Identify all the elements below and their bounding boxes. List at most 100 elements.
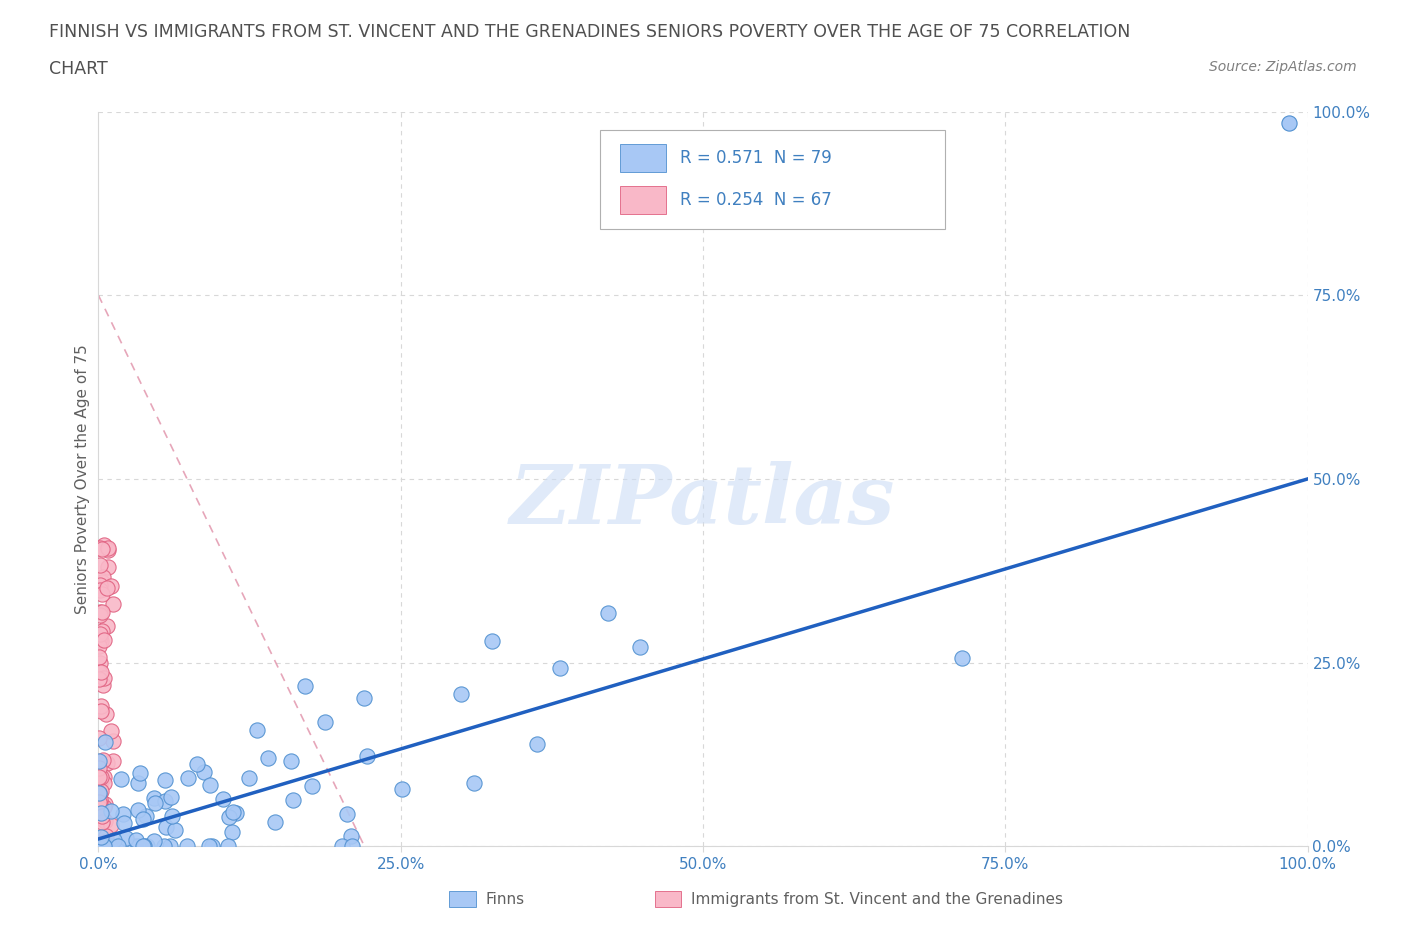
Point (89, 578, 111, 592)
Point (280, 753, 302, 768)
Point (94, 814, 117, 829)
Point (93, 797, 115, 812)
Point (87, 638, 110, 653)
Text: Source: ZipAtlas.com: Source: ZipAtlas.com (1209, 60, 1357, 74)
Point (125, 833, 148, 848)
Point (89, 769, 111, 784)
Point (115, 831, 138, 846)
Point (330, 839, 353, 854)
Point (294, 678, 316, 693)
Point (155, 820, 177, 835)
Point (87, 761, 110, 776)
Point (548, 661, 571, 676)
Y-axis label: Seniors Poverty Over the Age of 75: Seniors Poverty Over the Age of 75 (75, 344, 90, 614)
Point (90, 665, 112, 680)
Text: Finns: Finns (485, 892, 524, 907)
Point (97, 560, 120, 575)
Point (101, 596, 124, 611)
Point (89, 794, 111, 809)
Point (153, 839, 176, 854)
Point (103, 832, 125, 847)
Text: ZIPatlas: ZIPatlas (510, 461, 896, 541)
Point (91, 752, 114, 767)
Point (132, 839, 155, 854)
Point (124, 839, 146, 854)
Point (100, 578, 122, 593)
Point (628, 639, 651, 654)
Point (132, 839, 155, 854)
Point (104, 839, 127, 854)
Point (353, 691, 375, 706)
Point (101, 839, 124, 854)
Point (153, 772, 176, 787)
Point (90, 805, 112, 820)
Point (107, 838, 129, 853)
Point (135, 809, 157, 824)
FancyBboxPatch shape (655, 891, 682, 908)
Point (217, 839, 239, 854)
Point (89, 671, 111, 686)
FancyBboxPatch shape (600, 130, 945, 229)
Point (96, 580, 118, 595)
Point (153, 793, 176, 808)
Point (450, 687, 472, 702)
Point (87, 786, 110, 801)
Point (97, 543, 120, 558)
Point (87, 665, 110, 680)
Point (89, 753, 111, 768)
Point (246, 723, 269, 737)
Text: CHART: CHART (49, 60, 108, 78)
Point (91, 815, 114, 830)
Point (89, 655, 111, 670)
Point (177, 771, 200, 786)
FancyBboxPatch shape (449, 891, 475, 908)
Point (160, 790, 183, 804)
Point (93, 538, 115, 552)
Point (93, 799, 115, 814)
Point (89, 777, 111, 791)
Point (159, 839, 181, 854)
Point (340, 839, 363, 854)
Point (90, 783, 112, 798)
Point (101, 734, 124, 749)
Point (200, 839, 222, 854)
Point (127, 803, 149, 817)
Point (87, 632, 110, 647)
Text: R = 0.571  N = 79: R = 0.571 N = 79 (681, 149, 832, 166)
Point (127, 776, 149, 790)
Point (89, 540, 111, 555)
Point (89, 604, 111, 619)
Point (128, 765, 150, 780)
Point (100, 818, 122, 833)
Point (90, 624, 112, 639)
Point (481, 633, 503, 648)
Point (162, 808, 184, 823)
Point (93, 839, 115, 854)
Point (463, 776, 485, 790)
Point (176, 839, 198, 854)
Point (222, 804, 245, 819)
Point (94, 707, 117, 722)
Point (87, 805, 110, 820)
Point (165, 822, 187, 837)
Point (89, 557, 111, 572)
Text: FINNISH VS IMMIGRANTS FROM ST. VINCENT AND THE GRENADINES SENIORS POVERTY OVER T: FINNISH VS IMMIGRANTS FROM ST. VINCENT A… (49, 23, 1130, 41)
Point (391, 782, 413, 797)
Point (103, 753, 125, 768)
Point (186, 756, 208, 771)
Point (238, 771, 260, 786)
Point (212, 791, 235, 806)
Point (336, 806, 359, 821)
Point (93, 776, 115, 790)
FancyBboxPatch shape (620, 186, 665, 214)
Point (111, 806, 134, 821)
Point (950, 651, 973, 666)
Point (340, 829, 363, 844)
Point (98, 839, 121, 854)
Point (221, 824, 243, 839)
Point (97, 540, 120, 555)
Point (256, 751, 278, 765)
Point (127, 839, 149, 854)
Point (301, 778, 323, 793)
Point (143, 796, 166, 811)
